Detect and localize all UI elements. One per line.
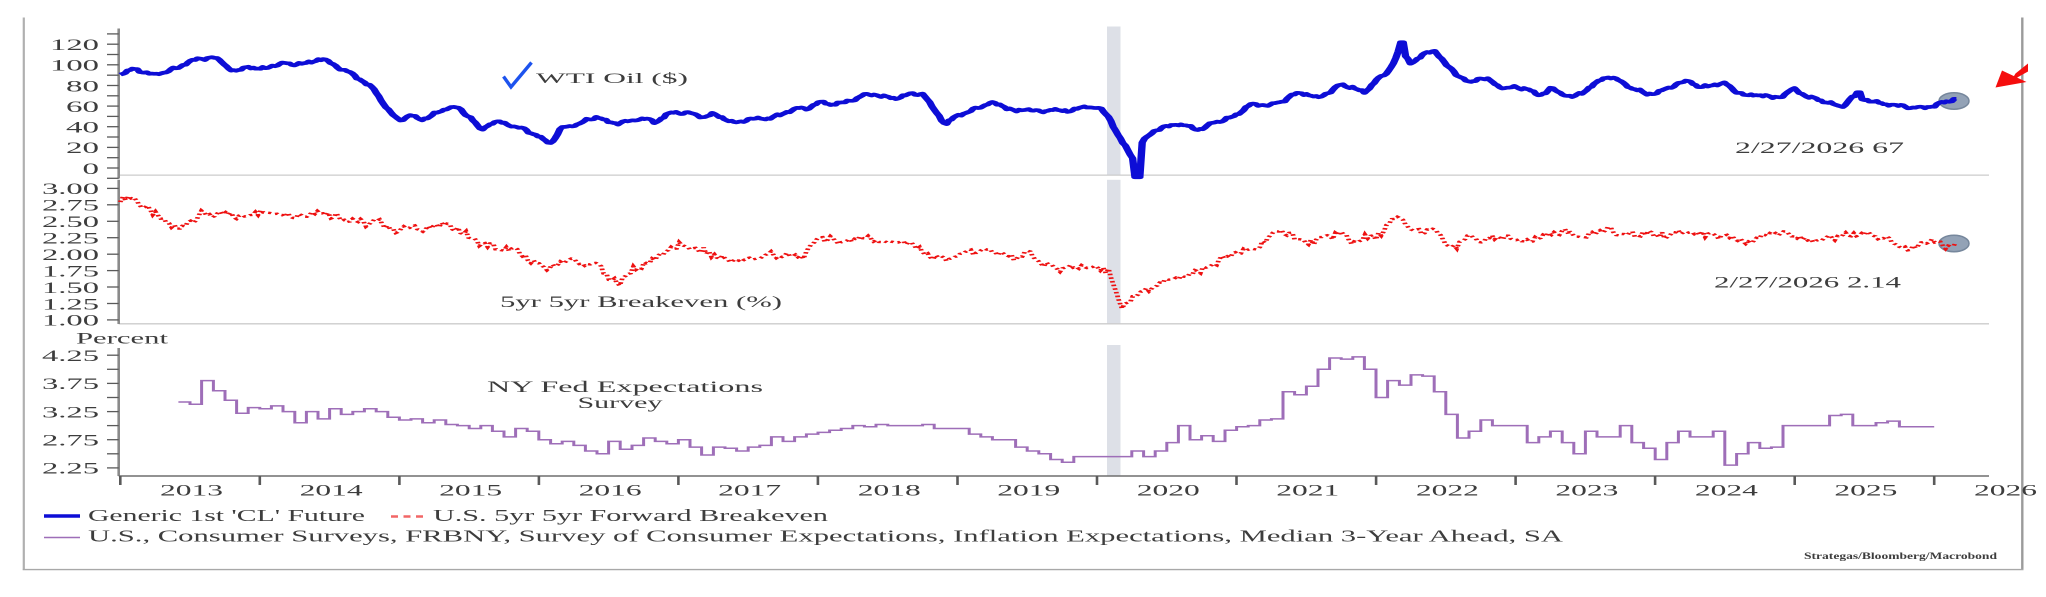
svg-text:3.00: 3.00 <box>42 181 99 198</box>
svg-text:100: 100 <box>50 58 99 75</box>
svg-text:1.25: 1.25 <box>42 296 99 313</box>
svg-text:1.00: 1.00 <box>42 313 99 330</box>
svg-text:3.75: 3.75 <box>42 376 99 393</box>
svg-text:U.S., Consumer Surveys, FRBNY,: U.S., Consumer Surveys, FRBNY, Survey of… <box>88 527 1563 546</box>
svg-text:3.25: 3.25 <box>42 404 99 421</box>
svg-text:1.75: 1.75 <box>42 263 99 280</box>
svg-text:60: 60 <box>66 99 99 116</box>
svg-text:2.75: 2.75 <box>42 198 99 215</box>
svg-text:2026: 2026 <box>1974 483 2038 500</box>
svg-text:U.S. 5yr 5yr Forward Breakeven: U.S. 5yr 5yr Forward Breakeven <box>433 506 828 525</box>
svg-text:NY Fed Expectations: NY Fed Expectations <box>487 379 763 396</box>
svg-text:2/27/2026 2.14: 2/27/2026 2.14 <box>1714 275 1901 292</box>
svg-text:2.25: 2.25 <box>42 461 99 478</box>
svg-text:2020: 2020 <box>1137 483 1201 500</box>
svg-text:1.50: 1.50 <box>42 280 99 297</box>
svg-text:2025: 2025 <box>1834 483 1898 500</box>
svg-text:2013: 2013 <box>160 483 224 500</box>
svg-text:2.75: 2.75 <box>42 433 99 450</box>
svg-text:2.50: 2.50 <box>42 214 99 231</box>
svg-text:2.00: 2.00 <box>42 247 99 264</box>
svg-text:2018: 2018 <box>858 483 922 500</box>
svg-text:Survey: Survey <box>578 395 663 412</box>
svg-text:2017: 2017 <box>718 483 782 500</box>
svg-text:0: 0 <box>83 161 100 178</box>
svg-text:120: 120 <box>50 37 99 54</box>
svg-text:2.25: 2.25 <box>42 231 99 248</box>
svg-text:5yr 5yr Breakeven (%): 5yr 5yr Breakeven (%) <box>500 294 782 311</box>
svg-text:2019: 2019 <box>997 483 1061 500</box>
svg-text:Percent: Percent <box>76 331 169 348</box>
svg-text:4.25: 4.25 <box>42 348 99 365</box>
svg-text:Strategas/Bloomberg/Macrobond: Strategas/Bloomberg/Macrobond <box>1804 552 1998 562</box>
svg-text:2014: 2014 <box>300 483 364 500</box>
svg-text:2015: 2015 <box>439 483 503 500</box>
svg-text:80: 80 <box>66 78 99 95</box>
svg-text:2022: 2022 <box>1416 483 1479 500</box>
svg-text:2021: 2021 <box>1276 483 1339 500</box>
svg-text:2016: 2016 <box>579 483 643 500</box>
svg-text:2/27/2026 67: 2/27/2026 67 <box>1735 140 1904 157</box>
svg-text:20: 20 <box>66 140 99 157</box>
svg-text:2024: 2024 <box>1695 483 1759 500</box>
svg-text:Generic 1st 'CL' Future: Generic 1st 'CL' Future <box>88 506 365 525</box>
svg-text:40: 40 <box>66 120 99 137</box>
svg-text:2023: 2023 <box>1555 483 1619 500</box>
svg-text:WTI Oil ($): WTI Oil ($) <box>536 71 688 87</box>
